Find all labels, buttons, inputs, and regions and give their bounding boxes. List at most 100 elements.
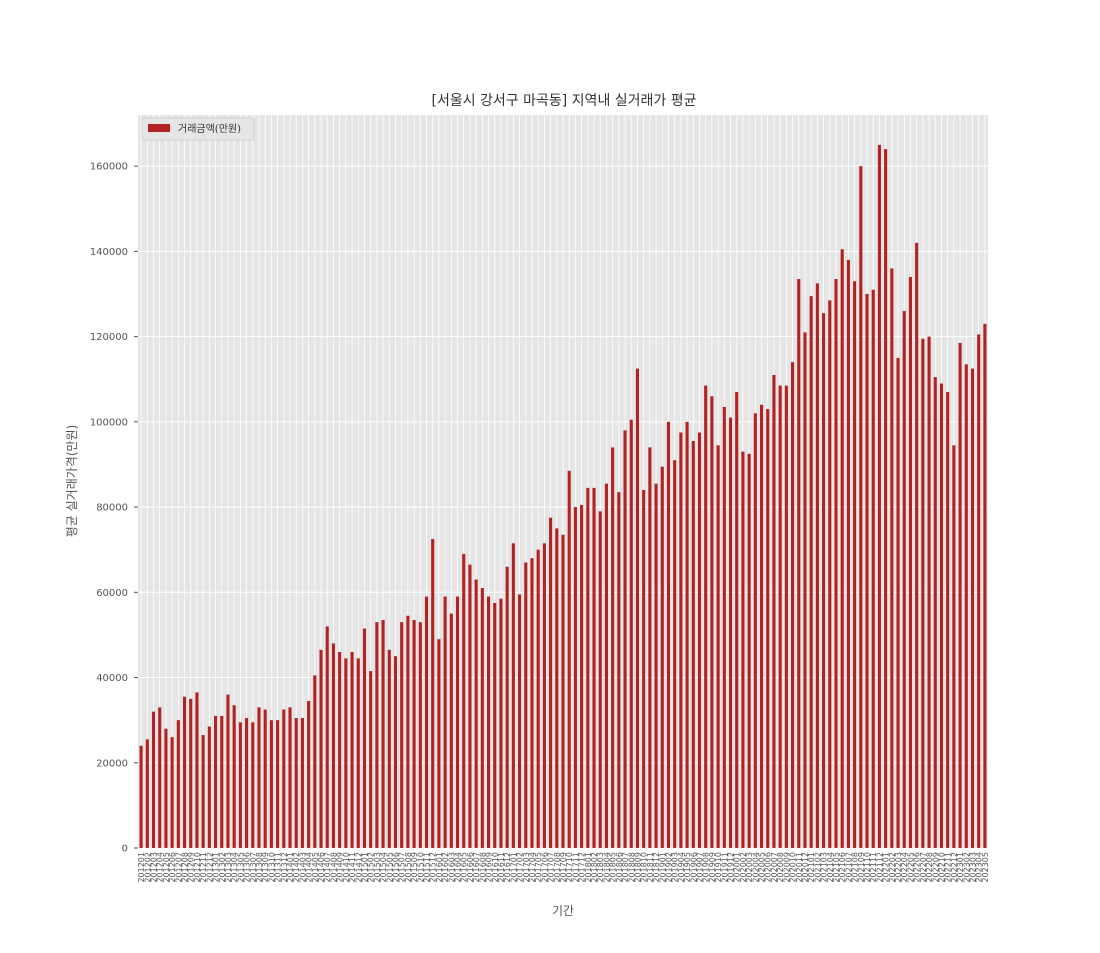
bar-201607	[474, 579, 478, 848]
bar-201312	[282, 709, 286, 848]
bar-201407	[325, 626, 329, 848]
x-tick-label: 201404	[305, 852, 314, 883]
y-tick-label: 160000	[90, 162, 128, 173]
x-tick-label: 201806	[615, 852, 624, 883]
x-tick-label: 201910	[714, 852, 723, 883]
bar-202009	[784, 385, 788, 848]
bar-201409	[338, 651, 342, 848]
bar-201804	[604, 483, 608, 848]
x-tick-label: 201807	[621, 852, 630, 883]
x-tick-label: 201203	[150, 852, 159, 883]
bar-201201	[139, 745, 143, 848]
x-tick-label: 201210	[193, 852, 202, 883]
x-tick-label: 201810	[640, 852, 649, 883]
x-tick-label: 201509	[410, 852, 419, 883]
x-tick-label: 201707	[547, 852, 556, 883]
bar-201808	[629, 419, 633, 848]
bar-201208	[182, 696, 187, 848]
x-tick-label: 201702	[516, 852, 525, 883]
x-tick-label: 202004	[751, 852, 760, 883]
x-tick-label: 201801	[584, 852, 593, 883]
bar-201701	[511, 543, 515, 848]
x-tick-label: 201909	[708, 852, 717, 883]
bar-201603	[449, 613, 453, 848]
bar-201209	[189, 698, 193, 848]
bar-202106	[840, 249, 844, 849]
x-tick-label: 201601	[435, 852, 444, 883]
bar-201301	[214, 715, 218, 848]
bar-201402	[294, 718, 298, 848]
legend-box	[141, 117, 255, 141]
x-tick-label: 201602	[441, 852, 450, 883]
bar-201703	[524, 562, 528, 848]
bar-201303	[226, 694, 230, 848]
bar-201502	[369, 671, 373, 848]
bar-201506	[393, 656, 398, 848]
x-tick-label: 201706	[540, 852, 549, 883]
bar-201811	[648, 447, 652, 848]
bar-201702	[518, 594, 522, 848]
x-tick-label: 201703	[522, 852, 531, 883]
x-tick-label: 202301	[956, 852, 965, 883]
bar-201910	[716, 445, 720, 848]
x-tick-label: 201406	[317, 852, 326, 883]
x-tick-label: 201302	[218, 852, 227, 883]
x-tick-label: 201211	[199, 852, 208, 883]
bar-201202	[145, 739, 149, 848]
x-tick-label: 201708	[553, 852, 562, 883]
bar-202104	[828, 300, 832, 848]
x-tick-label: 202305	[981, 852, 990, 883]
x-tick-label: 201208	[181, 852, 190, 883]
x-tick-label: 201410	[342, 852, 351, 883]
x-tick-label: 202105	[832, 852, 841, 883]
x-tick-label: 201805	[609, 852, 618, 883]
x-tick-label: 201907	[696, 852, 705, 883]
x-tick-label: 201301	[212, 852, 221, 883]
bar-202008	[778, 385, 782, 848]
bar-202105	[834, 279, 838, 848]
chart-title: [서울시 강서구 마곡동] 지역내 실거래가 평균	[431, 93, 696, 109]
bar-201512	[431, 539, 435, 848]
bar-202011	[797, 279, 801, 848]
x-tick-label: 201405	[311, 852, 320, 883]
x-tick-label: 201701	[509, 852, 518, 883]
bar-201708	[555, 528, 559, 848]
x-tick-label: 201711	[571, 852, 580, 883]
x-tick-label: 201209	[187, 852, 196, 883]
bar-202006	[766, 409, 770, 848]
x-tick-label: 202206	[913, 852, 922, 883]
bar-201807	[623, 430, 627, 848]
x-tick-label: 201903	[671, 852, 680, 883]
x-tick-label: 201407	[323, 852, 332, 883]
bar-202203	[896, 357, 900, 848]
bar-201612	[505, 566, 509, 848]
bar-201901	[660, 466, 664, 848]
bar-201611	[499, 598, 503, 848]
legend: 거래금액(만원)	[141, 117, 255, 141]
bar-201802	[592, 487, 596, 848]
bar-201412	[356, 658, 360, 848]
x-tick-label: 201303	[224, 852, 233, 883]
bar-201904	[679, 432, 683, 848]
bar-202207	[921, 338, 925, 848]
bar-201707	[549, 517, 553, 848]
x-tick-label: 202207	[919, 852, 928, 883]
bar-201810	[642, 490, 646, 848]
x-tick-label: 202112	[875, 852, 884, 883]
y-tick-label: 140000	[90, 247, 128, 258]
bar-201705	[536, 549, 540, 848]
bar-201604	[455, 596, 460, 848]
x-tick-label: 201510	[416, 852, 425, 883]
x-tick-label: 201811	[646, 852, 655, 883]
bar-201510	[418, 622, 422, 848]
x-tick-label: 202208	[925, 852, 934, 883]
y-tick-label: 120000	[90, 332, 128, 343]
bar-201204	[158, 707, 162, 848]
x-tick-label: 201904	[677, 852, 686, 883]
x-tick-label: 201912	[727, 852, 736, 883]
x-tick-label: 202010	[789, 852, 798, 883]
bar-201911	[722, 406, 726, 848]
x-tick-label: 201505	[385, 852, 394, 883]
bar-201609	[487, 596, 491, 848]
